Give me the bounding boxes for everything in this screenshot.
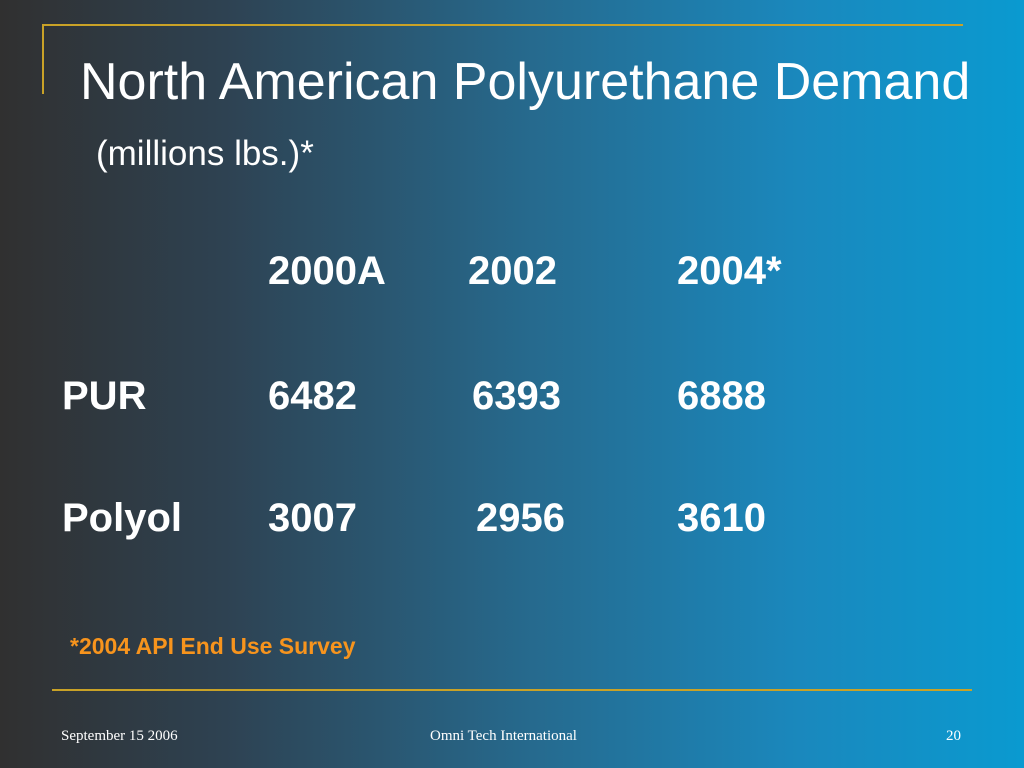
footer-page-number: 20 — [946, 728, 961, 744]
polyol-value-2002: 2956 — [476, 496, 565, 540]
pur-value-2000a: 6482 — [268, 374, 357, 418]
top-horizontal-rule — [42, 24, 963, 26]
column-header-2004: 2004* — [677, 249, 782, 293]
column-header-2000a: 2000A — [268, 249, 386, 293]
footer-company: Omni Tech International — [430, 728, 577, 744]
row-label-polyol: Polyol — [62, 496, 183, 540]
slide-title: North American Polyurethane Demand — [80, 53, 971, 111]
row-label-pur: PUR — [62, 374, 147, 418]
footer-date: September 15 2006 — [61, 728, 178, 744]
footnote: *2004 API End Use Survey — [70, 633, 356, 659]
pur-value-2002: 6393 — [472, 374, 561, 418]
column-header-2002: 2002 — [468, 249, 557, 293]
bottom-rule — [52, 689, 972, 691]
top-vertical-rule — [42, 24, 44, 94]
polyol-value-2000a: 3007 — [268, 496, 357, 540]
pur-value-2004: 6888 — [677, 374, 766, 418]
polyol-value-2004: 3610 — [677, 496, 766, 540]
slide-subtitle: (millions lbs.)* — [96, 134, 314, 173]
